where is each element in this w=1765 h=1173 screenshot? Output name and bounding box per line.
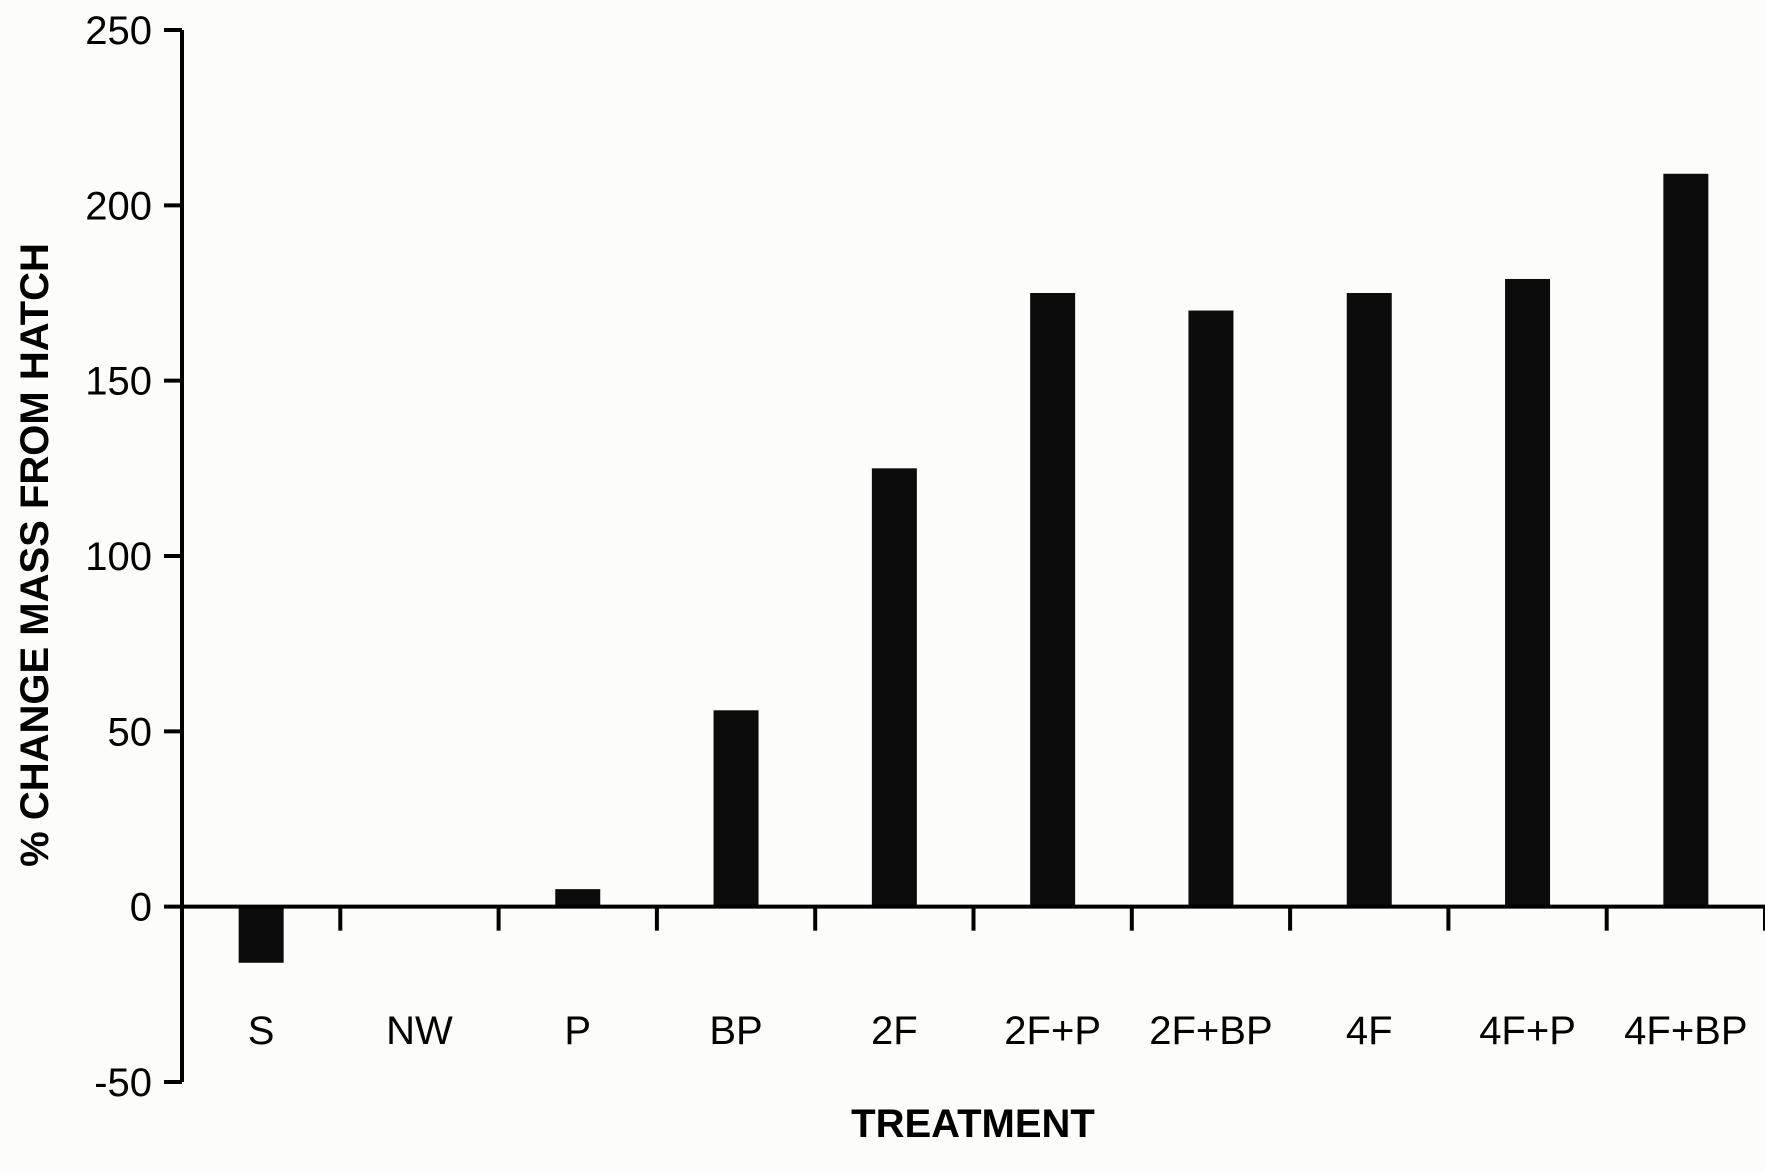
x-tick-label-BP: BP — [709, 1009, 762, 1053]
bar-2F+BP — [1188, 311, 1233, 907]
x-tick-label-2F+P: 2F+P — [1004, 1009, 1101, 1053]
bars-group — [239, 174, 1709, 963]
y-tick-label: 250 — [85, 9, 152, 53]
bar-2F — [872, 468, 917, 906]
x-tick-label-2F+BP: 2F+BP — [1149, 1009, 1272, 1053]
bar-BP — [714, 710, 759, 906]
bar-4F — [1347, 293, 1392, 907]
y-tick-label: -50 — [94, 1061, 152, 1105]
bar-2F+P — [1030, 293, 1075, 907]
bar-S — [239, 907, 284, 963]
x-tick-label-NW: NW — [386, 1009, 453, 1053]
y-tick-label: 150 — [85, 360, 152, 404]
y-tick-label: 50 — [108, 710, 153, 754]
x-tick-label-4F+P: 4F+P — [1479, 1009, 1576, 1053]
x-tick-label-4F+BP: 4F+BP — [1624, 1009, 1747, 1053]
x-tick-labels: S NW P BP 2F 2F+P 2F+BP 4F 4F+P 4F+BP — [248, 1009, 1748, 1053]
y-axis-title: % CHANGE MASS FROM HATCH — [13, 243, 57, 867]
x-tick-label-2F: 2F — [871, 1009, 918, 1053]
bar-P — [555, 889, 600, 907]
x-tick-label-P: P — [564, 1009, 591, 1053]
bar-4F+P — [1505, 279, 1550, 907]
y-tick-label: 200 — [85, 184, 152, 228]
y-tick-label: 100 — [85, 535, 152, 579]
bar-4F+BP — [1663, 174, 1708, 907]
x-tick-label-S: S — [248, 1009, 275, 1053]
x-tick-label-4F: 4F — [1346, 1009, 1393, 1053]
y-tick-label: 0 — [130, 886, 152, 930]
x-axis-title: TREATMENT — [851, 1102, 1095, 1146]
y-tick-labels: -50 0 50 100 150 200 250 — [85, 9, 152, 1105]
